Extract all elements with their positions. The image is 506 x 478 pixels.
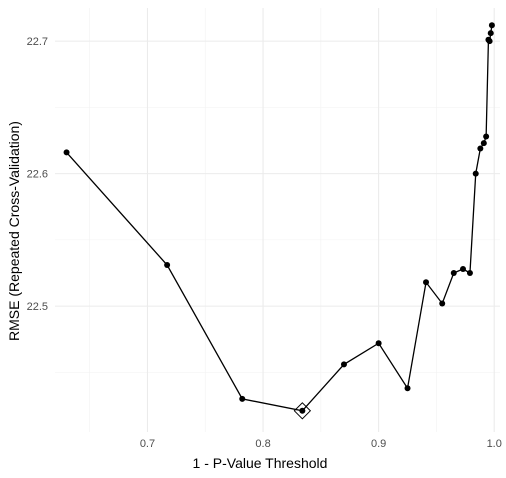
x-tick-label: 0.8: [255, 438, 270, 450]
data-point: [480, 140, 487, 147]
data-point: [164, 262, 171, 269]
data-point: [340, 361, 347, 368]
x-tick-label: 0.7: [140, 438, 155, 450]
data-points-layer: [63, 22, 495, 414]
x-tick-labels: 0.7 0.8 0.9 1.0: [140, 438, 502, 450]
data-point: [477, 145, 484, 152]
y-axis-title: RMSE (Repeated Cross-Validation): [6, 121, 22, 341]
x-tick-label: 1.0: [487, 438, 502, 450]
data-point: [63, 149, 70, 156]
best-point-layer: [293, 402, 312, 420]
data-point: [486, 38, 493, 45]
y-tick-label: 22.6: [27, 169, 48, 181]
data-point: [483, 133, 490, 140]
data-point: [472, 170, 479, 177]
y-tick-label: 22.7: [27, 36, 48, 48]
data-point: [299, 407, 306, 414]
data-point: [487, 30, 494, 37]
data-point: [450, 270, 457, 276]
series-line-layer: [66, 25, 493, 412]
major-gridlines: [55, 8, 500, 432]
x-axis-title: 1 - P-Value Threshold: [193, 455, 328, 471]
minor-gridlines: [55, 8, 500, 432]
data-point: [488, 22, 495, 29]
data-point: [423, 279, 430, 286]
data-point: [239, 395, 246, 402]
data-point: [404, 385, 411, 392]
data-point: [375, 340, 382, 347]
data-point: [439, 300, 446, 307]
y-tick-labels: 22.5 22.6 22.7: [27, 36, 48, 313]
data-point: [466, 270, 473, 276]
y-tick-label: 22.5: [27, 301, 48, 313]
data-point: [460, 266, 467, 273]
series-line: [66, 25, 493, 412]
best-point-diamond-marker: [293, 402, 312, 420]
x-tick-label: 0.9: [371, 438, 386, 450]
